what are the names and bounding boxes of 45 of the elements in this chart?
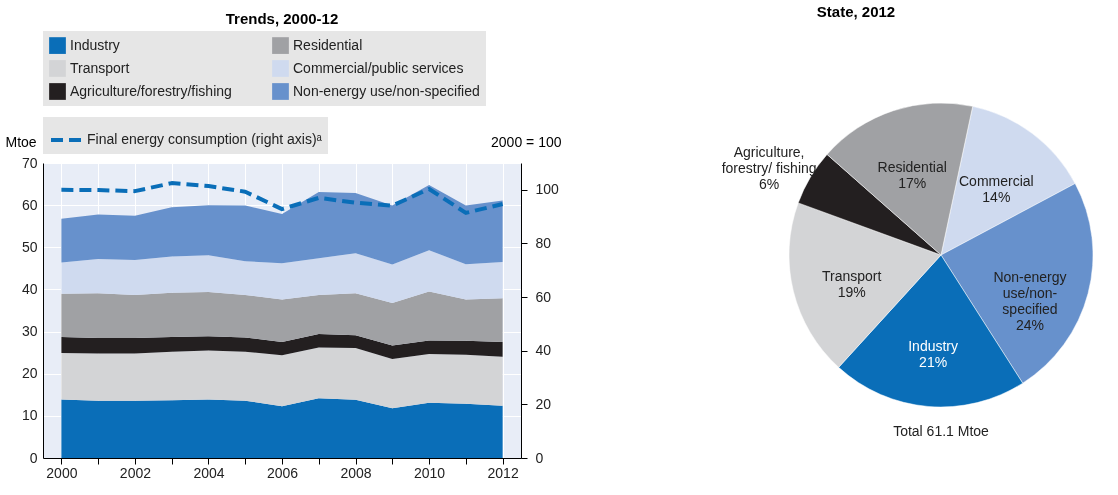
x-tick-label: 2008 <box>340 464 372 481</box>
slice-label: Residential <box>877 158 947 175</box>
data-label: 14% <box>982 188 1011 205</box>
slice-label: Commercial <box>959 172 1034 189</box>
y-axis-title: Mtoe <box>5 133 37 150</box>
x-tick-label: 2002 <box>119 464 152 481</box>
legend-label: Industry <box>70 36 120 53</box>
legend-label: Commercial/public services <box>293 59 464 76</box>
y2-tick-label: 100 <box>535 181 560 198</box>
y-tick-label: 0 <box>29 449 38 466</box>
chart-title: Trends, 2000-12 <box>225 10 339 27</box>
x-tick-label: 2006 <box>266 464 299 481</box>
data-label: 24% <box>1015 317 1044 334</box>
y-tick-label: 60 <box>21 196 38 213</box>
y2-tick-label: 40 <box>535 342 552 359</box>
y-tick-label: 50 <box>21 238 38 255</box>
y-tick-label: 70 <box>21 154 38 171</box>
y-tick-label: 10 <box>21 407 38 424</box>
chart-title: State, 2012 <box>816 3 896 20</box>
data-label: 21% <box>919 353 948 370</box>
y2-tick-label: 20 <box>535 395 552 412</box>
slice-label: Transport <box>821 267 882 284</box>
text: Total 61.1 Mtoe <box>893 423 990 439</box>
y2-axis-title: 2000 = 100 <box>491 133 562 150</box>
data-label: 17% <box>898 174 927 191</box>
x-tick-label: 2000 <box>46 464 78 481</box>
legend-label: Non-energy use/non-specified <box>293 82 480 99</box>
y-tick-label: 40 <box>21 280 38 297</box>
x-tick-label: 2010 <box>414 464 446 481</box>
y2-tick-label: 60 <box>535 288 552 305</box>
y-tick-label: 20 <box>21 365 38 382</box>
legend-label: Agriculture/forestry/fishing <box>70 82 232 99</box>
slice-label: Non-energy use/non- specified <box>993 269 1067 318</box>
data-label: 19% <box>837 283 866 300</box>
data-label: 6% <box>758 175 780 192</box>
y-tick-label: 30 <box>21 323 38 340</box>
legend-label: Final energy consumption (right axis)ᵃ <box>87 131 323 147</box>
x-tick-label: 2012 <box>487 464 519 481</box>
legend-label: Transport <box>70 59 130 76</box>
y2-tick-label: 0 <box>535 449 544 466</box>
y2-tick-label: 80 <box>535 234 552 251</box>
legend-label: Residential <box>293 36 363 53</box>
slice-label: Industry <box>908 337 959 354</box>
line-series <box>59 181 505 215</box>
x-tick-label: 2004 <box>193 464 225 481</box>
